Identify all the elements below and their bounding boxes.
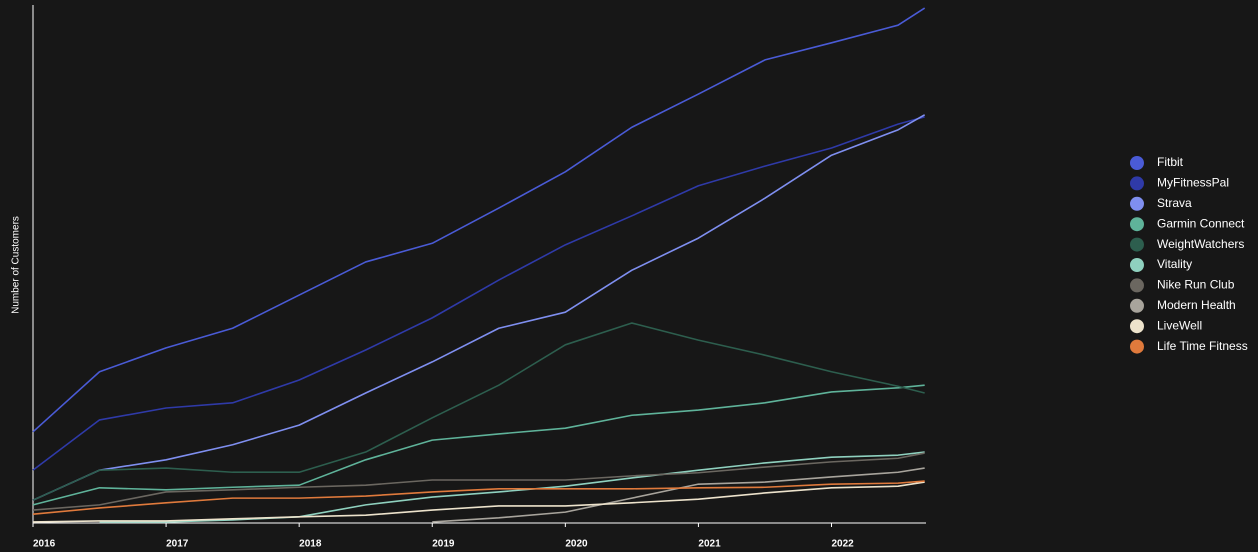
x-tick-label: 2016 [33,539,56,550]
legend-swatch [1130,319,1144,334]
legend-swatch [1130,217,1144,232]
series-line [32,322,925,501]
series-line [32,384,925,506]
legend-swatch [1130,298,1144,313]
legend-swatch [1130,156,1144,170]
series-line [32,114,926,501]
series-line [32,481,925,523]
series-line [32,116,925,471]
legend-label: Nike Run Club [1157,278,1235,292]
legend-swatch [1130,258,1144,272]
legend-swatch [1130,278,1144,293]
legend-swatch [1130,176,1144,191]
legend-label: MyFitnessPal [1157,176,1229,190]
series-line [432,467,925,523]
legend-label: Vitality [1157,257,1192,271]
legend-swatch [1130,196,1144,211]
legend-label: Modern Health [1157,298,1236,312]
legend-swatch [1130,339,1144,354]
x-tick-label: 2022 [832,539,855,550]
y-axis-label: Number of Customers [11,216,22,314]
series-line [32,480,925,515]
x-tick-label: 2018 [299,539,322,550]
legend-label: Life Time Fitness [1157,339,1248,353]
legend-label: Fitbit [1157,155,1184,169]
x-tick-label: 2020 [565,539,588,550]
legend-swatch [1130,237,1144,252]
legend-label: LiveWell [1157,318,1202,332]
x-tick-label: 2021 [698,539,721,550]
x-tick-label: 2017 [166,539,189,550]
legend-label: WeightWatchers [1157,237,1244,251]
x-tick-label: 2019 [432,539,455,550]
series-line [32,7,926,433]
legend-label: Garmin Connect [1157,216,1245,230]
legend-label: Strava [1157,196,1192,210]
series-line [32,452,925,511]
